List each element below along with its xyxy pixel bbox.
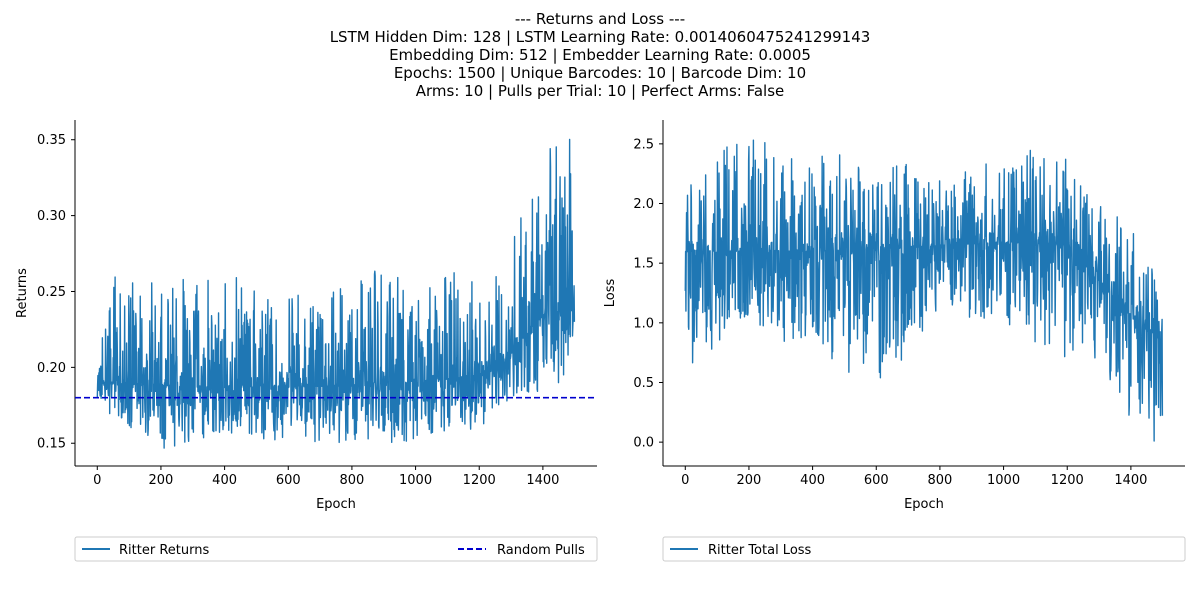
returns-y-tick-label: 0.15 bbox=[37, 437, 66, 452]
loss-legend: Ritter Total Loss bbox=[662, 536, 1186, 562]
title-line-2: LSTM Hidden Dim: 128 | LSTM Learning Rat… bbox=[330, 28, 871, 46]
loss-x-tick-label: 600 bbox=[864, 473, 889, 488]
returns-y-tick-label: 0.35 bbox=[37, 133, 66, 148]
legend-label-ritter-returns: Ritter Returns bbox=[119, 543, 209, 558]
loss-y-tick-label: 1.0 bbox=[633, 316, 654, 331]
returns-x-tick-label: 600 bbox=[276, 473, 301, 488]
returns-y-tick-label: 0.20 bbox=[37, 361, 66, 376]
loss-plot: 0 200 400 600 800 1000 1200 1400 0.0 0.5 1.0 1.5 2.0… bbox=[603, 120, 1185, 512]
loss-x-tick-label: 800 bbox=[928, 473, 953, 488]
loss-y-tick-label: 2.5 bbox=[633, 137, 654, 152]
loss-y-tick-label: 0.5 bbox=[633, 376, 654, 391]
returns-x-tick-label: 800 bbox=[340, 473, 365, 488]
loss-x-axis-label: Epoch bbox=[904, 497, 944, 512]
returns-y-axis-label: Returns bbox=[15, 268, 30, 318]
loss-x-tick-label: 0 bbox=[681, 473, 689, 488]
loss-legend-frame bbox=[662, 536, 1186, 562]
loss-y-tick-label: 1.5 bbox=[633, 257, 654, 272]
title-line-1: --- Returns and Loss --- bbox=[515, 10, 685, 28]
returns-series-line bbox=[96, 138, 576, 449]
loss-y-axis-label: Loss bbox=[603, 279, 618, 308]
returns-x-tick-label: 0 bbox=[93, 473, 101, 488]
loss-x-tick-label: 1200 bbox=[1051, 473, 1084, 488]
returns-x-tick-label: 1000 bbox=[399, 473, 432, 488]
loss-y-tick-label: 2.0 bbox=[633, 197, 654, 212]
returns-x-tick-label: 400 bbox=[212, 473, 237, 488]
returns-y-tick-label: 0.25 bbox=[37, 285, 66, 300]
title-line-5: Arms: 10 | Pulls per Trial: 10 | Perfect… bbox=[416, 82, 785, 100]
returns-plot: 0 200 400 600 800 1000 1200 1400 0.15 0.20 0.25 0.3… bbox=[15, 120, 597, 512]
returns-legend-frame bbox=[74, 536, 598, 562]
returns-x-tick-label: 1400 bbox=[526, 473, 559, 488]
legend-label-random-pulls: Random Pulls bbox=[497, 543, 585, 558]
returns-x-tick-label: 200 bbox=[149, 473, 174, 488]
returns-x-tick-label: 1200 bbox=[463, 473, 496, 488]
loss-x-tick-label: 200 bbox=[737, 473, 762, 488]
loss-series-line bbox=[684, 139, 1164, 442]
returns-legend: Ritter Returns Random Pulls bbox=[74, 536, 598, 562]
figure-title: --- Returns and Loss --- LSTM Hidden Dim… bbox=[330, 10, 871, 100]
loss-x-tick-label: 1400 bbox=[1114, 473, 1147, 488]
title-line-3: Embedding Dim: 512 | Embedder Learning R… bbox=[389, 46, 811, 64]
returns-y-tick-label: 0.30 bbox=[37, 209, 66, 224]
title-line-4: Epochs: 1500 | Unique Barcodes: 10 | Bar… bbox=[394, 64, 806, 82]
loss-x-tick-label: 1000 bbox=[987, 473, 1020, 488]
loss-y-tick-label: 0.0 bbox=[633, 436, 654, 451]
returns-x-axis-label: Epoch bbox=[316, 497, 356, 512]
loss-x-tick-label: 400 bbox=[800, 473, 825, 488]
legend-label-ritter-total-loss: Ritter Total Loss bbox=[708, 543, 812, 558]
